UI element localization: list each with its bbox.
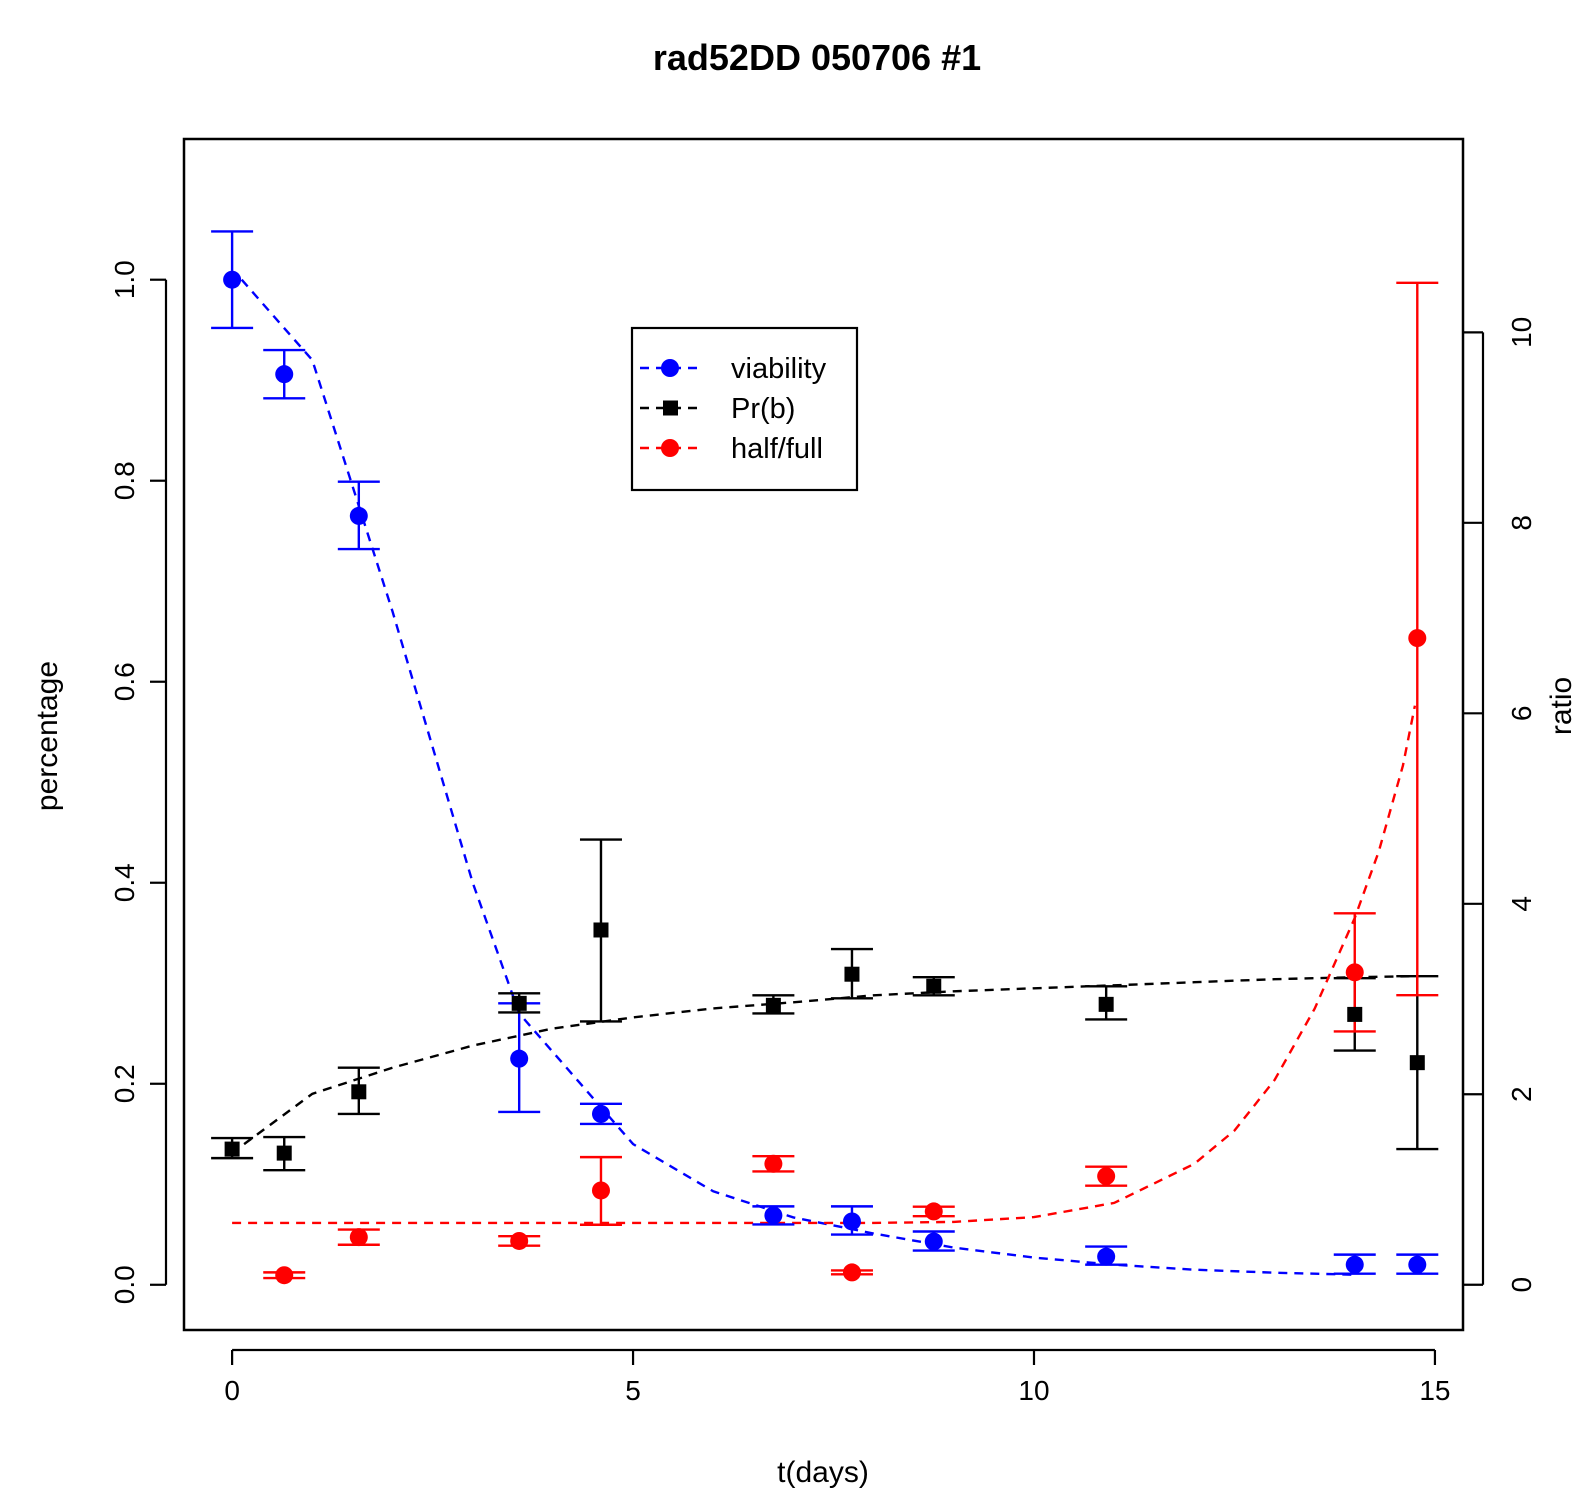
y-left-tick-label: 0.6	[109, 662, 140, 701]
pr-b-point	[1098, 996, 1114, 1012]
pr-b-point	[1409, 1055, 1425, 1071]
half-full-point	[924, 1202, 943, 1221]
half-full-point	[764, 1154, 783, 1173]
pr-b-point	[511, 995, 527, 1011]
y-right-tick-label: 0	[1506, 1277, 1537, 1293]
pr-b-point	[1347, 1006, 1363, 1022]
x-axis-title: t(days)	[777, 1456, 869, 1489]
legend: viability Pr(b) half/full	[630, 326, 859, 492]
y-axis-left-title: percentage	[31, 661, 64, 811]
viability-point	[1097, 1247, 1116, 1266]
viability-point	[1345, 1255, 1364, 1274]
y-left-tick-label: 0.8	[109, 461, 140, 500]
half-full-point	[1408, 629, 1427, 648]
y-left-tick-label: 1.0	[109, 260, 140, 299]
pr-b-point	[224, 1141, 240, 1157]
pr-b-point	[765, 997, 781, 1013]
x-tick-label: 0	[224, 1375, 240, 1406]
x-tick-label: 5	[625, 1375, 641, 1406]
legend-marker-viability	[661, 359, 679, 377]
x-axis: 0 5 10 15	[224, 1348, 1451, 1406]
chart-title: rad52DD 050706 #1	[653, 37, 981, 78]
half-full-point	[1097, 1167, 1116, 1186]
data-markers	[223, 270, 1427, 1285]
viability-point	[223, 270, 242, 289]
pr-b-point	[926, 978, 942, 994]
viability-point	[275, 365, 294, 384]
y-right-tick-label: 4	[1506, 896, 1537, 912]
pr-b-point	[844, 966, 860, 982]
viability-point	[842, 1212, 861, 1231]
viability-point	[591, 1104, 610, 1123]
y-axis-right-title: ratio	[1545, 677, 1575, 735]
pr-b-point	[351, 1084, 367, 1100]
y-axis-right: 0 2 4 6 8 10	[1463, 317, 1537, 1293]
legend-label-viability: viability	[731, 353, 827, 385]
y-right-tick-label: 8	[1506, 515, 1537, 531]
plot-frame	[182, 137, 1465, 1332]
y-left-tick-label: 0.4	[109, 863, 140, 902]
viability-fit-curve	[240, 278, 1355, 1276]
viability-point	[764, 1206, 783, 1225]
y-left-tick-label: 0.2	[109, 1064, 140, 1103]
half-full-point	[842, 1263, 861, 1282]
legend-marker-half-full	[661, 439, 679, 457]
legend-items: viability Pr(b) half/full	[640, 353, 827, 465]
half-full-point	[349, 1228, 368, 1247]
y-right-tick-label: 2	[1506, 1086, 1537, 1102]
viability-point	[924, 1232, 943, 1251]
y-right-tick-label: 10	[1506, 317, 1537, 348]
legend-label-pr-b: Pr(b)	[731, 393, 795, 425]
x-tick-label: 15	[1419, 1375, 1450, 1406]
viability-point	[1408, 1255, 1427, 1274]
half-full-point	[1345, 963, 1364, 982]
pr-b-point	[276, 1145, 292, 1161]
x-tick-label: 10	[1018, 1375, 1049, 1406]
half-full-point	[510, 1231, 529, 1250]
pr-b-point	[593, 922, 609, 938]
y-left-tick-label: 0.0	[109, 1265, 140, 1304]
legend-label-half-full: half/full	[731, 433, 823, 465]
y-axis-left: 0.0 0.2 0.4 0.6 0.8 1.0	[109, 260, 168, 1304]
y-right-tick-label: 6	[1506, 706, 1537, 722]
viability-point	[510, 1049, 529, 1068]
half-full-fit-curve	[232, 705, 1417, 1225]
pr-b-fit-curve	[243, 975, 1415, 1146]
half-full-point	[275, 1266, 294, 1285]
legend-marker-pr-b	[663, 400, 678, 416]
half-full-point	[591, 1181, 610, 1200]
viability-point	[349, 506, 368, 525]
